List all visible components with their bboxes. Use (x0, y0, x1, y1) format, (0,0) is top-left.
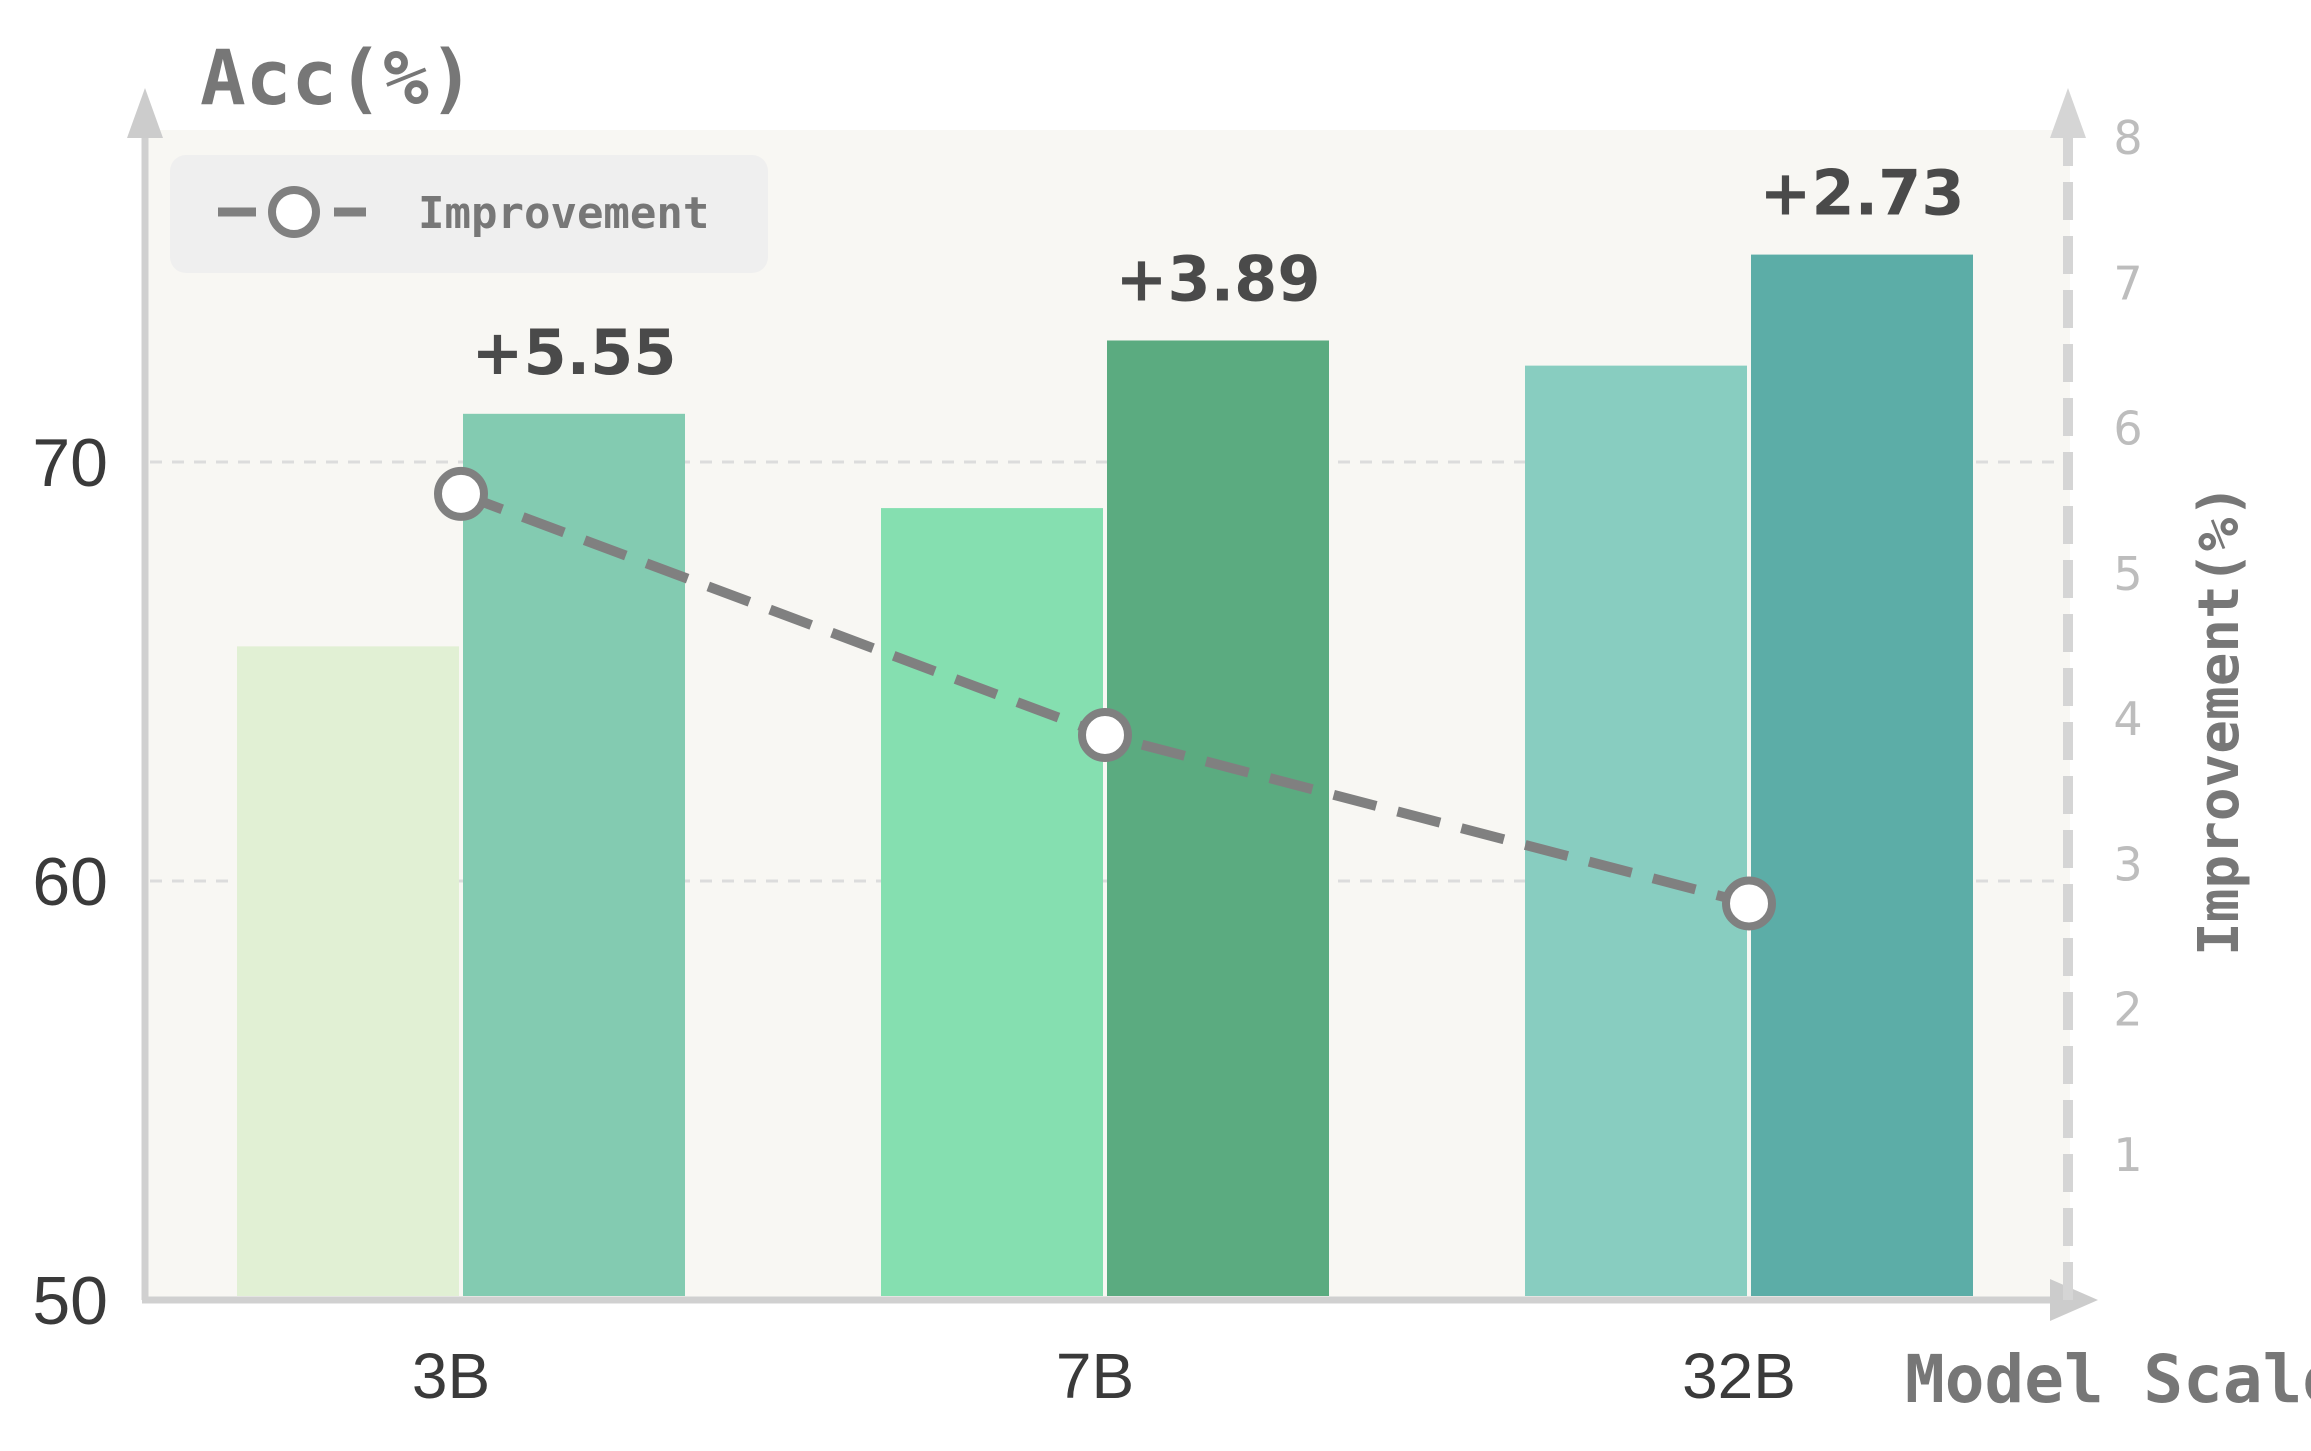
bar (463, 413, 685, 1296)
x-tick-label: 3B (412, 1340, 490, 1412)
legend: Improvement (170, 155, 768, 273)
y2-tick-label: 1 (2113, 1128, 2142, 1182)
x-axis-title: Model Scale (1905, 1341, 2311, 1418)
improvement-line-series (434, 466, 1776, 931)
bottom-axis-arrow (2050, 1279, 2098, 1321)
improvement-annotations: +5.55 +3.89 +2.73 (472, 157, 1965, 389)
y-tick-label: 70 (32, 425, 108, 501)
right-axis-arrow (2050, 88, 2086, 138)
x-tick-label: 32B (1682, 1340, 1796, 1412)
y-axis-title: Acc(%) (200, 33, 475, 122)
left-axis-arrow (127, 88, 163, 138)
improvement-marker (1078, 707, 1132, 762)
improvement-value-label: +3.89 (1116, 242, 1321, 315)
bar (237, 646, 459, 1296)
improvement-value-label: +2.73 (1760, 157, 1965, 230)
y-tick-label: 50 (32, 1263, 108, 1339)
legend-label: Improvement (418, 188, 709, 239)
y2-tick-label: 7 (2113, 256, 2142, 310)
axes (127, 88, 2098, 1321)
y-tick-label: 60 (32, 844, 108, 920)
bar (881, 508, 1103, 1297)
improvement-marker (434, 466, 488, 521)
y2-tick-label: 2 (2113, 983, 2142, 1037)
y2-tick-label: 4 (2113, 692, 2142, 746)
y2-tick-label: 6 (2113, 402, 2142, 456)
y2-tick-label: 3 (2113, 837, 2142, 891)
y2-tick-label: 5 (2113, 547, 2142, 601)
x-tick-label: 7B (1056, 1340, 1134, 1412)
y2-axis-title: Improvement(%) (2187, 484, 2252, 956)
legend-box (170, 155, 768, 273)
bar (1107, 340, 1329, 1296)
bar (1751, 254, 1973, 1297)
legend-marker-icon (268, 186, 320, 238)
improvement-marker (1722, 876, 1776, 931)
right-tick-labels: 1 2 3 4 5 6 7 8 (2113, 111, 2142, 1182)
category-labels: 3B 7B 32B (412, 1340, 1796, 1412)
bar (1525, 365, 1747, 1296)
y2-tick-label: 8 (2113, 111, 2142, 165)
bars (237, 254, 1973, 1297)
left-tick-labels: 50 60 70 (32, 425, 108, 1339)
improvement-value-label: +5.55 (472, 316, 677, 389)
